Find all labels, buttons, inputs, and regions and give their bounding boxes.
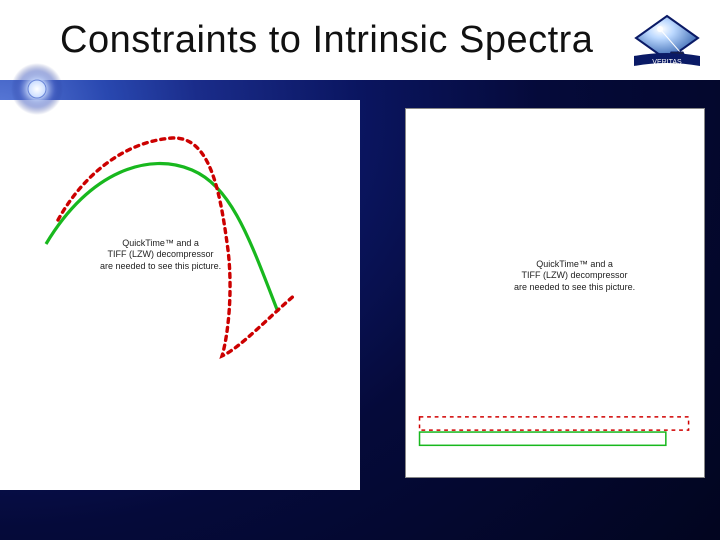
- qt-line1: QuickTime™ and a: [100, 238, 221, 249]
- right-panel: QuickTime™ and a TIFF (LZW) decompressor…: [405, 108, 705, 478]
- veritas-logo-icon: VERITAS: [632, 14, 702, 69]
- slide-title: Constraints to Intrinsic Spectra: [60, 19, 593, 62]
- quicktime-placeholder-right: QuickTime™ and a TIFF (LZW) decompressor…: [514, 259, 635, 293]
- qt-line1: QuickTime™ and a: [514, 259, 635, 270]
- left-curves-icon: [0, 100, 360, 490]
- title-bar: Constraints to Intrinsic Spectra: [0, 0, 720, 80]
- qt-line3: are needed to see this picture.: [100, 261, 221, 272]
- qt-line2: TIFF (LZW) decompressor: [514, 270, 635, 281]
- logo-text: VERITAS: [652, 59, 682, 66]
- qt-line3: are needed to see this picture.: [514, 282, 635, 293]
- legend-boxes-icon: [412, 415, 698, 451]
- slide: Constraints to Intrinsic Spectra VERITAS: [0, 0, 720, 540]
- left-panel: QuickTime™ and a TIFF (LZW) decompressor…: [0, 100, 360, 490]
- lens-flare-icon: [10, 62, 65, 117]
- qt-line2: TIFF (LZW) decompressor: [100, 249, 221, 260]
- quicktime-placeholder-left: QuickTime™ and a TIFF (LZW) decompressor…: [100, 238, 221, 272]
- legend-green-box: [420, 432, 666, 445]
- legend-red-box: [420, 417, 689, 430]
